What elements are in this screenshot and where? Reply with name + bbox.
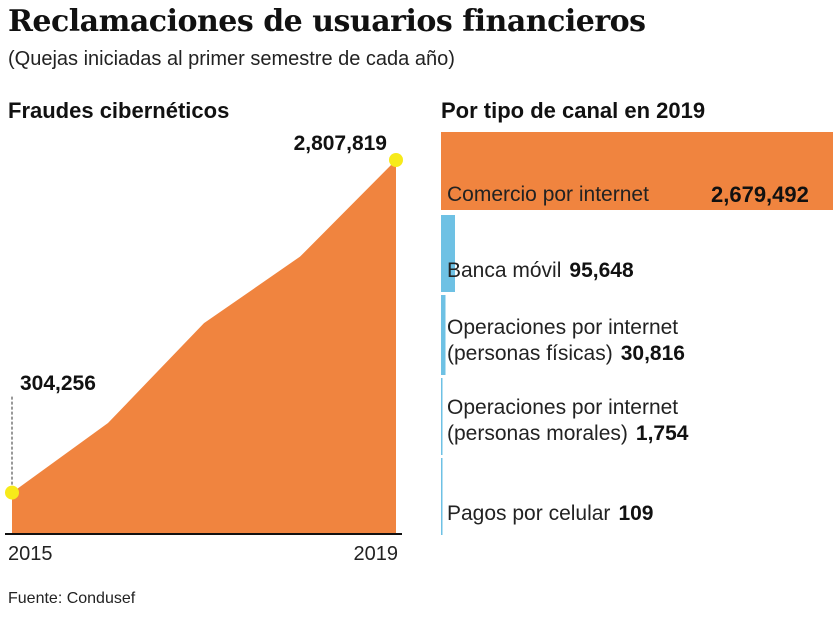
area-series (12, 160, 396, 533)
source-note: Fuente: Condusef (8, 590, 136, 607)
value-label: 95,648 (569, 259, 634, 282)
page-title: Reclamaciones de usuarios financieros (8, 4, 646, 39)
bar-3 (441, 378, 443, 455)
bar-2 (441, 295, 446, 375)
bar-chart-title: Por tipo de canal en 2019 (441, 98, 706, 123)
value-label: 1,754 (635, 422, 689, 445)
bar-4 (441, 458, 443, 535)
category-label: Pagos por celular (447, 502, 611, 525)
bar-label: Operaciones por internet (personas física… (447, 315, 685, 367)
bar-label: Comercio por internet 2,679,492 (447, 182, 809, 208)
data-point-marker (5, 485, 19, 500)
bar-1 (441, 215, 455, 292)
x-tick-label-2019: 2019 (354, 543, 399, 565)
value-label: 109 (618, 502, 654, 525)
category-label: Comercio por internet (447, 183, 649, 206)
data-label-2019: 2,807,819 (294, 132, 387, 155)
category-label: (personas morales) (447, 422, 628, 445)
bar-label: Banca móvil 95,648 (447, 258, 634, 284)
x-tick-label-2015: 2015 (8, 543, 53, 565)
value-label: 2,679,492 (711, 182, 809, 207)
bar-0 (441, 132, 833, 210)
data-point-marker (389, 153, 403, 167)
page-subtitle: (Quejas iniciadas al primer semestre de … (8, 48, 455, 70)
data-label-2015: 304,256 (20, 372, 96, 395)
bar-label: Operaciones por internet (personas morale… (447, 395, 688, 447)
value-label: 30,816 (620, 342, 685, 365)
category-label: Banca móvil (447, 259, 562, 282)
area-chart-title: Fraudes cibernéticos (8, 98, 230, 123)
category-label: Operaciones por internet (447, 316, 679, 339)
bar-label: Pagos por celular 109 (447, 501, 653, 527)
category-label: (personas físicas) (447, 342, 613, 365)
category-label: Operaciones por internet (447, 396, 679, 419)
